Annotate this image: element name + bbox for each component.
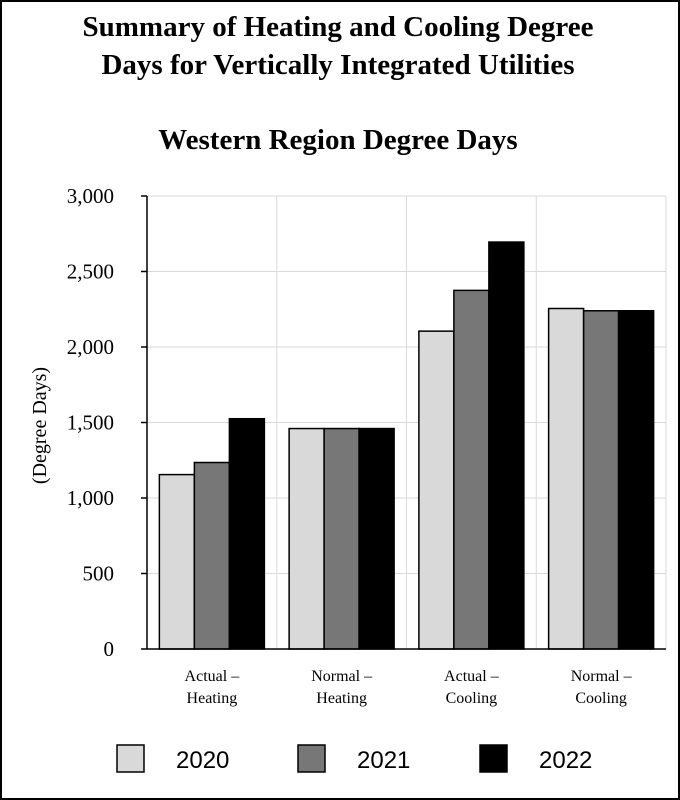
bar-2020-cat-1 — [288, 427, 325, 650]
y-tick-label: 0 — [104, 637, 115, 661]
bar-2021-cat-1 — [323, 427, 360, 650]
legend-layer: 2020 2021 2022 — [116, 744, 592, 774]
legend-swatch-2022 — [479, 744, 508, 773]
x-category-label-line: Cooling — [446, 690, 498, 707]
legend-swatch-2021 — [297, 744, 326, 773]
bar-2020-cat-2 — [418, 330, 455, 650]
bar-layer — [158, 241, 655, 650]
y-tick-label: 3,000 — [67, 184, 114, 208]
legend-label-2020: 2020 — [176, 747, 229, 774]
x-category-label-line: Actual – — [444, 668, 500, 685]
x-category-label-line: Heating — [316, 690, 367, 707]
y-axis-title: (Degree Days) — [29, 367, 51, 484]
bar-2022-cat-3 — [617, 310, 655, 650]
chart-subtitle: Western Region Degree Days — [158, 124, 518, 156]
x-category-label-line: Normal – — [311, 668, 373, 685]
bar-2020-cat-0 — [158, 473, 196, 650]
bar-2022-cat-1 — [358, 427, 395, 650]
bar-2022-cat-0 — [228, 417, 266, 650]
chart-title: Summary of Heating and Cooling Degree Da… — [0, 8, 676, 84]
bar-2020-cat-3 — [547, 307, 585, 650]
bar-2021-cat-0 — [193, 461, 231, 650]
bar-2022-cat-2 — [488, 241, 525, 650]
x-category-label-line: Cooling — [575, 690, 627, 707]
chart-title-line-2: Days for Vertically Integrated Utilities — [101, 49, 575, 81]
legend-swatch-2020 — [116, 744, 145, 773]
bar-2021-cat-3 — [582, 310, 620, 650]
chart-title-line-1: Summary of Heating and Cooling Degree — [82, 11, 594, 43]
y-tick-label: 2,500 — [67, 260, 114, 284]
axis-layer: 0 500 1,000 1,500 2,000 2,500 3,000 Actual – Hea… — [29, 184, 666, 707]
y-tick-label: 1,000 — [67, 486, 114, 510]
x-category-label: Normal – Heating — [311, 668, 373, 707]
x-category-label-line: Normal – — [571, 668, 633, 685]
x-category-label-line: Heating — [187, 690, 238, 707]
bar-2021-cat-2 — [453, 289, 490, 650]
x-category-label: Actual – Heating — [185, 668, 241, 707]
legend-label-2021: 2021 — [357, 747, 410, 774]
x-category-label-line: Actual – — [185, 668, 241, 685]
y-tick-label: 1,500 — [67, 411, 114, 435]
x-category-label: Actual – Cooling — [444, 668, 500, 707]
y-tick-label: 500 — [83, 562, 115, 586]
x-category-label: Normal – Cooling — [571, 668, 633, 707]
legend-label-2022: 2022 — [539, 747, 592, 774]
y-tick-label: 2,000 — [67, 335, 114, 359]
